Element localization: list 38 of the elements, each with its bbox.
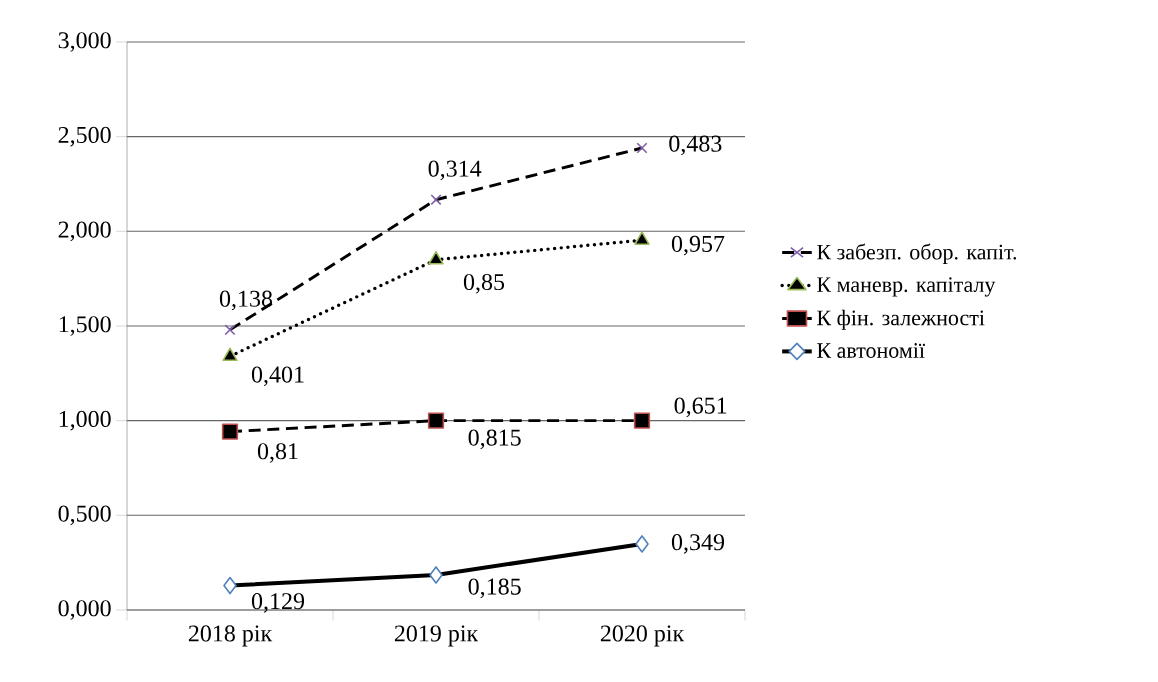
y-tick-label: 1,000 (59, 410, 111, 431)
data-label: 0,185 (468, 578, 521, 599)
y-tick-label: 1,500 (59, 316, 111, 336)
x-tick-label: 2020 рік (600, 625, 685, 647)
annotation: 0,85 (463, 273, 505, 294)
y-tick-label: 0,500 (58, 505, 111, 526)
data-label: 0,349 (671, 534, 725, 554)
point (634, 231, 650, 246)
y-tick-label: 2,000 (58, 221, 111, 242)
annotation: 0,815 (468, 429, 521, 450)
annotation: 0,138 (219, 290, 273, 311)
x-tick-label: 2018 рік (188, 625, 273, 647)
point (633, 412, 651, 429)
annotation: 0,651 (674, 397, 727, 418)
point (636, 142, 648, 154)
legend-label: К автономії (817, 343, 925, 358)
legend-label: К забезп. обор. капіт. (817, 243, 1017, 264)
point (222, 347, 238, 362)
point (223, 576, 237, 595)
point (428, 250, 444, 265)
annotation: 0,957 (671, 235, 725, 256)
x-tick-label: 2019 рік (394, 625, 479, 647)
point (221, 423, 239, 440)
y-tick-label: 0,000 (58, 600, 111, 620)
annotation: 0,81 (257, 443, 298, 463)
data-label: 0,129 (251, 593, 305, 613)
point (429, 566, 443, 584)
legend-label: К фін. залежності (817, 309, 985, 330)
point (430, 194, 442, 206)
legend-label: К маневр. капіталу (817, 277, 996, 297)
point (224, 324, 236, 336)
y-tick-label: 3,000 (58, 32, 111, 52)
point (427, 412, 445, 429)
annotation: 0,483 (669, 135, 722, 156)
y-tick-label: 2,500 (58, 126, 111, 147)
annotation: 0,314 (428, 160, 482, 181)
point (635, 535, 649, 553)
annotation: 0,401 (251, 366, 304, 387)
